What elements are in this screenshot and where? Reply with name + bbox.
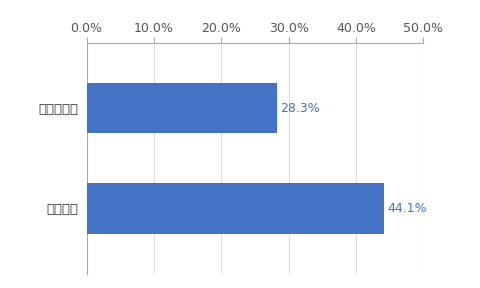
Text: 28.3%: 28.3%	[280, 102, 320, 115]
Bar	[86, 183, 383, 234]
Bar	[86, 83, 276, 133]
Text: 44.1%: 44.1%	[386, 202, 426, 215]
